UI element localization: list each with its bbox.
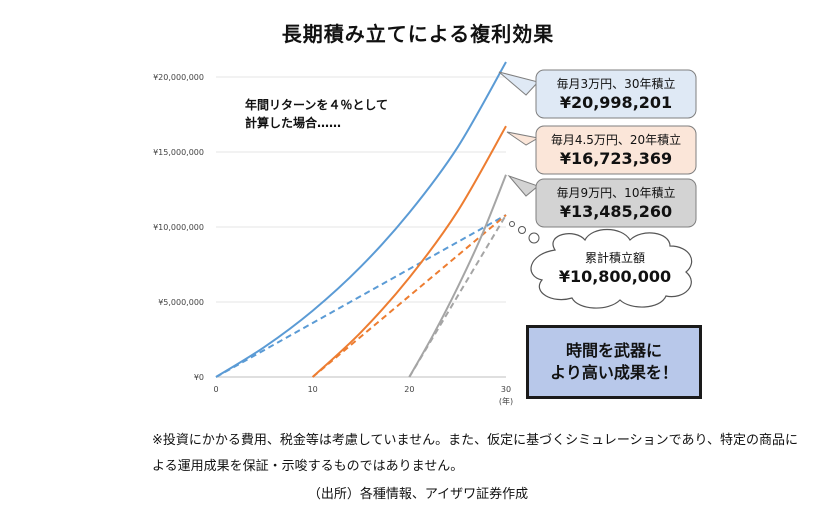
callout-30y-text: 毎月3万円、30年積立 ¥20,998,201	[536, 75, 696, 112]
callout-10y	[507, 174, 697, 228]
series-line-growth-0	[215, 61, 507, 378]
message-box: 時間を武器に より高い成果を！	[526, 325, 702, 399]
x-tick-labels: 0 10 20 30 (年)	[213, 385, 513, 406]
series-line-cumulative-5	[408, 214, 507, 378]
callout-20y-plan: 毎月4.5万円、20年積立	[550, 133, 682, 147]
callout-10y-text: 毎月9万円、10年積立 ¥13,485,260	[536, 184, 696, 221]
callout-10y-amount: ¥13,485,260	[559, 202, 673, 221]
x-tick-label: 10	[308, 385, 318, 394]
cumulative-amount: ¥10,800,000	[558, 267, 672, 286]
disclaimer-text: ※投資にかかる費用、税金等は考慮していません。また、仮定に基づくシミュレーション…	[152, 433, 798, 474]
assumption-note: 年間リターンを４％として 計算した場合……	[245, 96, 388, 132]
chart-title: 長期積み立てによる複利効果	[281, 22, 555, 46]
x-unit-label: (年)	[499, 396, 513, 406]
y-tick-label: ¥20,000,000	[153, 73, 204, 82]
x-tick-label: 30	[501, 385, 511, 394]
cumulative-text: 累計積立額 ¥10,800,000	[535, 249, 695, 286]
y-tick-label: ¥15,000,000	[153, 148, 204, 157]
callout-30y-plan: 毎月3万円、30年積立	[556, 77, 676, 91]
message-line: より高い成果を！	[550, 363, 678, 382]
x-tick-label: 20	[404, 385, 414, 394]
series-lines	[215, 61, 507, 378]
series-line-cumulative-3	[312, 214, 507, 378]
y-tick-label: ¥5,000,000	[158, 298, 204, 307]
message-line: 時間を武器に	[565, 341, 662, 360]
series-line-growth-2	[311, 125, 507, 378]
assumption-note-line: 年間リターンを４％として	[245, 98, 389, 112]
callout-20y	[506, 125, 697, 175]
callout-20y-text: 毎月4.5万円、20年積立 ¥16,723,369	[536, 131, 696, 168]
y-tick-labels: ¥0 ¥5,000,000 ¥10,000,000 ¥15,000,000 ¥20,00…	[153, 73, 204, 382]
callout-30y	[498, 69, 697, 119]
y-tick-label: ¥10,000,000	[153, 223, 204, 232]
callout-10y-plan: 毎月9万円、10年積立	[556, 186, 676, 200]
cumulative-label: 累計積立額	[584, 251, 645, 265]
callout-30y-amount: ¥20,998,201	[559, 93, 673, 112]
callout-20y-amount: ¥16,723,369	[559, 149, 673, 168]
source-text: （出所）各種情報、アイザワ証券作成	[307, 487, 529, 502]
series-line-cumulative-1	[215, 214, 507, 378]
series-line-growth-4	[408, 174, 507, 378]
grid-lines	[216, 76, 506, 378]
assumption-note-line: 計算した場合……	[245, 116, 342, 130]
x-tick-label: 0	[213, 385, 218, 394]
cumulative-cloud	[509, 221, 693, 309]
y-tick-label: ¥0	[194, 373, 204, 382]
